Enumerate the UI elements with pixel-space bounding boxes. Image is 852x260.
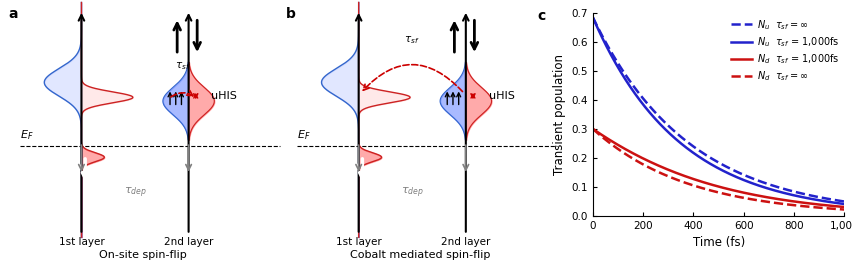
Line: $N_d$  $\tau_{sf}$ = 1,000fs: $N_d$ $\tau_{sf}$ = 1,000fs <box>592 129 843 207</box>
$N_u$  $\tau_{sf}$ = 1,000fs <box>806 198 816 201</box>
Legend: $N_u$  $\tau_{sf} = \infty$, $N_u$  $\tau_{sf}$ = 1,000fs, $N_d$  $\tau_{sf}$ = : $N_u$ $\tau_{sf} = \infty$, $N_u$ $\tau_… <box>730 18 838 83</box>
Y-axis label: Transient population: Transient population <box>552 54 565 175</box>
$N_d$  $\tau_{sf} = \infty$ <box>616 150 626 153</box>
$N_d$  $\tau_{sf}$ = 1,000fs <box>683 176 694 179</box>
$N_d$  $\tau_{sf}$ = 1,000fs <box>833 205 843 208</box>
$N_d$  $\tau_{sf}$ = 1,000fs <box>838 205 849 209</box>
Text: c: c <box>537 9 545 23</box>
$N_d$  $\tau_{sf} = \infty$ <box>838 208 849 211</box>
Text: uHIS: uHIS <box>211 91 237 101</box>
$N_u$  $\tau_{sf} = \infty$ <box>616 67 626 70</box>
Text: On-site spin-flip: On-site spin-flip <box>99 250 187 259</box>
Text: $\tau_{sf}$: $\tau_{sf}$ <box>404 34 419 46</box>
$N_d$  $\tau_{sf} = \infty$ <box>694 186 705 189</box>
$N_u$  $\tau_{sf} = \infty$ <box>838 200 849 203</box>
Text: $E_F$: $E_F$ <box>20 128 33 142</box>
$N_u$  $\tau_{sf}$ = 1,000fs <box>630 94 641 97</box>
$N_u$  $\tau_{sf} = \infty$ <box>587 16 597 19</box>
Text: 2nd layer: 2nd layer <box>164 237 213 247</box>
Text: $\tau_{dep}$: $\tau_{dep}$ <box>124 186 147 200</box>
$N_u$  $\tau_{sf} = \infty$ <box>630 88 641 92</box>
Text: a: a <box>9 8 18 22</box>
$N_u$  $\tau_{sf} = \infty$ <box>806 194 816 197</box>
$N_u$  $\tau_{sf} = \infty$ <box>694 150 705 153</box>
Text: $\tau_{dep}$: $\tau_{dep}$ <box>400 186 423 200</box>
$N_d$  $\tau_{sf}$ = 1,000fs <box>587 127 597 131</box>
$N_u$  $\tau_{sf}$ = 1,000fs <box>683 148 694 152</box>
$N_u$  $\tau_{sf}$ = 1,000fs <box>616 72 626 75</box>
Line: $N_u$  $\tau_{sf}$ = 1,000fs: $N_u$ $\tau_{sf}$ = 1,000fs <box>592 17 843 204</box>
$N_u$  $\tau_{sf}$ = 1,000fs <box>838 203 849 206</box>
Text: uHIS: uHIS <box>488 91 514 101</box>
X-axis label: Time (fs): Time (fs) <box>692 236 744 249</box>
$N_u$  $\tau_{sf} = \infty$ <box>833 199 843 202</box>
$N_d$  $\tau_{sf} = \infty$ <box>683 183 694 186</box>
$N_d$  $\tau_{sf} = \infty$ <box>833 208 843 211</box>
Line: $N_d$  $\tau_{sf} = \infty$: $N_d$ $\tau_{sf} = \infty$ <box>592 129 843 210</box>
$N_d$  $\tau_{sf}$ = 1,000fs <box>616 145 626 148</box>
$N_d$  $\tau_{sf}$ = 1,000fs <box>630 154 641 157</box>
$N_u$  $\tau_{sf} = \infty$ <box>683 142 694 145</box>
$N_d$  $\tau_{sf} = \infty$ <box>587 127 597 131</box>
Text: Cobalt mediated spin-flip: Cobalt mediated spin-flip <box>349 250 490 259</box>
Line: $N_u$  $\tau_{sf} = \infty$: $N_u$ $\tau_{sf} = \infty$ <box>592 17 843 202</box>
Text: 1st layer: 1st layer <box>336 237 381 247</box>
$N_d$  $\tau_{sf}$ = 1,000fs <box>806 202 816 205</box>
$N_d$  $\tau_{sf}$ = 1,000fs <box>694 180 705 183</box>
Text: b: b <box>285 8 296 22</box>
Text: $E_F$: $E_F$ <box>296 128 310 142</box>
$N_d$  $\tau_{sf} = \infty$ <box>806 205 816 209</box>
Text: $\tau_{sf}$: $\tau_{sf}$ <box>175 61 190 72</box>
Text: 2nd layer: 2nd layer <box>440 237 490 247</box>
$N_d$  $\tau_{sf} = \infty$ <box>630 159 641 162</box>
Text: 1st layer: 1st layer <box>59 237 104 247</box>
$N_u$  $\tau_{sf}$ = 1,000fs <box>694 156 705 159</box>
$N_u$  $\tau_{sf}$ = 1,000fs <box>587 16 597 19</box>
$N_u$  $\tau_{sf}$ = 1,000fs <box>833 202 843 205</box>
